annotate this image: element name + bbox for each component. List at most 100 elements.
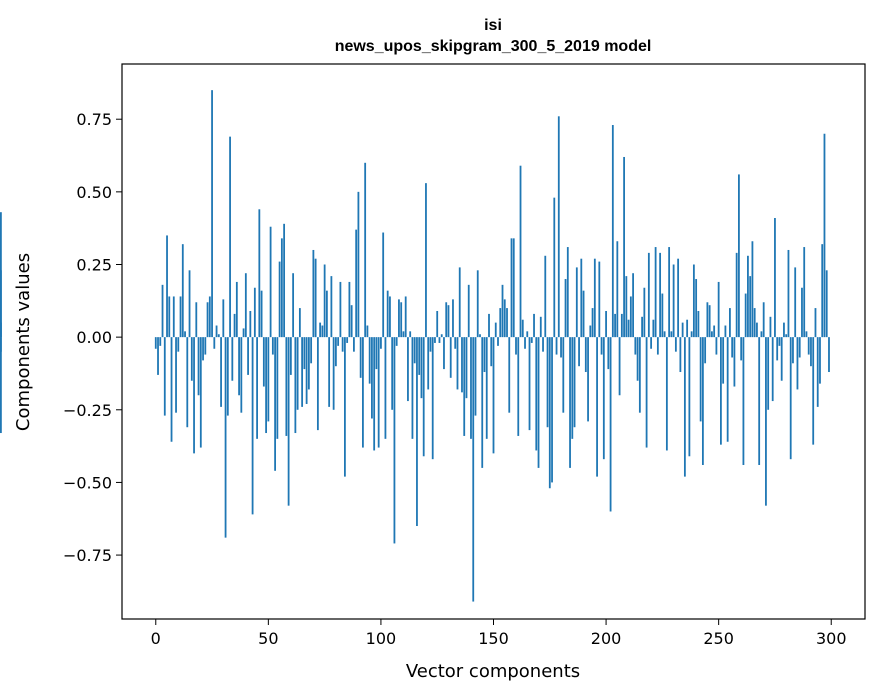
bar xyxy=(479,334,481,338)
bar xyxy=(686,319,689,338)
bar xyxy=(325,290,328,338)
bar xyxy=(769,316,772,338)
bar xyxy=(600,337,603,355)
bar xyxy=(316,337,319,431)
bar xyxy=(226,337,229,416)
bar xyxy=(575,267,578,338)
bar xyxy=(499,308,502,338)
bar xyxy=(481,337,484,468)
bar xyxy=(400,302,403,338)
bar xyxy=(278,261,281,338)
bar xyxy=(488,313,490,338)
bar xyxy=(292,273,295,338)
bar xyxy=(465,337,468,399)
bar xyxy=(715,337,718,355)
bar xyxy=(373,337,376,451)
bar xyxy=(792,337,794,364)
bar xyxy=(652,319,655,338)
bar xyxy=(699,337,702,422)
bar xyxy=(154,337,157,349)
bar xyxy=(463,337,466,436)
bar xyxy=(454,337,457,349)
bar xyxy=(217,334,220,338)
bar xyxy=(199,337,202,448)
bar xyxy=(339,281,342,338)
bar xyxy=(526,331,529,338)
bar xyxy=(303,337,306,370)
bar xyxy=(647,252,650,338)
bar xyxy=(722,337,725,384)
bar xyxy=(344,337,346,477)
bar xyxy=(271,337,274,355)
bar xyxy=(566,247,569,338)
bar xyxy=(670,331,673,338)
bar xyxy=(724,325,727,338)
bar xyxy=(348,281,351,338)
bar xyxy=(584,337,587,373)
bar xyxy=(172,296,175,338)
bar xyxy=(193,337,195,454)
bar xyxy=(472,337,475,602)
bar xyxy=(656,337,659,355)
bar xyxy=(661,293,664,338)
bar xyxy=(614,313,616,338)
bar xyxy=(571,337,574,439)
bar xyxy=(528,337,531,431)
y-axis: −0.75 −0.50 −0.25 0.00 0.25 0.50 0.75 xyxy=(63,110,122,565)
bar xyxy=(512,238,515,338)
bar xyxy=(816,337,819,407)
y-tick-label: 0.00 xyxy=(76,328,112,347)
bar xyxy=(783,322,785,338)
bar xyxy=(611,125,614,338)
bar xyxy=(785,334,788,338)
bar xyxy=(602,337,605,460)
bar xyxy=(222,299,225,338)
bar xyxy=(265,337,267,434)
bar xyxy=(249,310,252,338)
bar xyxy=(332,337,335,410)
bar xyxy=(551,337,553,483)
bar xyxy=(168,296,171,338)
bar xyxy=(828,337,830,373)
bar xyxy=(157,337,159,375)
bar xyxy=(0,337,2,352)
bar xyxy=(364,162,367,338)
bar xyxy=(530,337,533,343)
bar xyxy=(701,337,704,465)
bar xyxy=(427,337,430,390)
bar xyxy=(589,325,592,338)
bar xyxy=(220,337,222,407)
bar xyxy=(546,337,549,428)
bar xyxy=(506,308,508,338)
y-tick-label: −0.75 xyxy=(63,546,112,565)
bar xyxy=(242,328,245,338)
bar xyxy=(738,174,740,338)
bar xyxy=(350,305,353,338)
bar xyxy=(298,308,301,338)
bar xyxy=(677,258,680,338)
bar xyxy=(713,325,716,338)
y-tick-label: 0.25 xyxy=(76,255,112,274)
bar xyxy=(283,223,286,338)
bar xyxy=(202,337,204,361)
bar xyxy=(767,337,770,410)
bar xyxy=(762,302,765,338)
bar xyxy=(382,232,385,338)
bar xyxy=(310,337,313,364)
bar xyxy=(697,310,700,338)
y-axis-label: Components values xyxy=(13,253,34,431)
bar xyxy=(814,308,817,338)
bar xyxy=(582,290,585,338)
bar xyxy=(211,90,213,338)
bar xyxy=(461,337,463,393)
bar xyxy=(330,276,333,338)
bar xyxy=(341,337,344,352)
bar xyxy=(380,337,382,349)
bar xyxy=(159,337,162,346)
bar xyxy=(476,270,479,338)
bar xyxy=(618,337,621,396)
bar xyxy=(368,337,371,384)
bar xyxy=(181,244,184,338)
bar xyxy=(821,244,824,338)
bar xyxy=(524,337,526,349)
